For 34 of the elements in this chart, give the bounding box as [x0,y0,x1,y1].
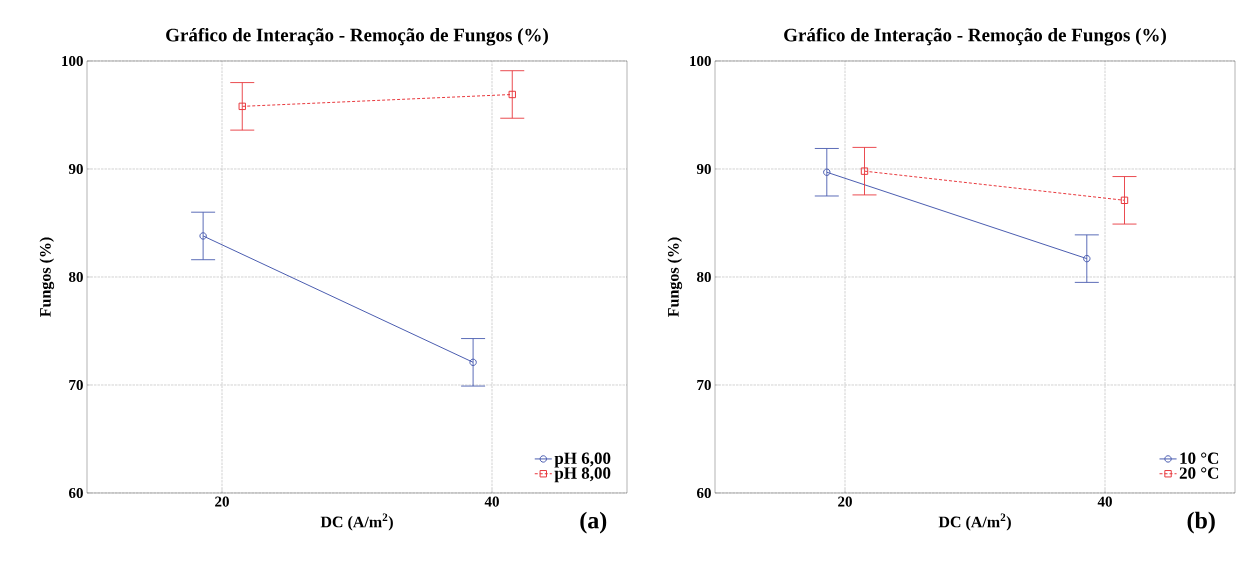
legend-label: 10 °C [1180,452,1219,465]
point [1120,196,1129,205]
y-tick-label: 60 [69,487,83,499]
y-tick-label: 80 [696,271,711,283]
legend-label: pH 8,00 [554,467,611,483]
y-tick-label: 90 [68,163,83,175]
point [1083,254,1091,263]
y-axis-title: Fungos (%) [39,237,55,317]
y-tick-label: 100 [690,55,711,67]
y-tick-label: 90 [696,163,711,175]
x-tick-label: 40 [1097,496,1112,507]
text: (a) [580,511,607,534]
chart-title: Gráfico de Interação - Remoção de Fungos (%) [784,27,1166,46]
y-tick-label: 60 [696,487,711,499]
point [508,90,516,99]
y-tick-label: 70 [69,379,83,391]
x-tick-label: 40 [484,496,499,507]
x-tick-label: 20 [215,496,229,507]
chart-title: Gráfico de Interação - Remoção de Fungos (%) [166,27,548,46]
y-tick-label: 80 [68,271,83,283]
x-tick-label: 20 [838,496,852,507]
point [469,358,477,367]
y-tick-label: 100 [62,55,83,67]
point [823,168,831,176]
text: (b) [1187,511,1215,534]
point [199,232,207,240]
x-axis-title: DC (A/m$^{2}$) [320,513,393,531]
legend-label: pH 6,00 [554,452,611,468]
legend-label: 20 °C [1179,467,1219,479]
y-axis-title: Fungos (%) [667,237,683,317]
point [238,102,246,111]
y-tick-label: 70 [697,379,711,391]
point [860,167,869,175]
x-axis-title: DC (A/m$^{2}$) [938,513,1011,531]
